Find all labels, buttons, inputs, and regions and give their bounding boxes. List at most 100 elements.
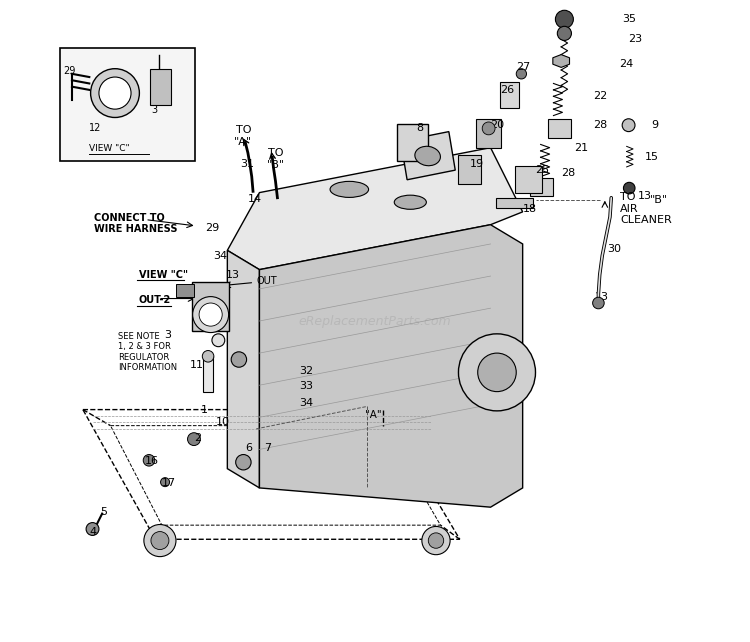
Text: 27: 27 — [516, 62, 530, 73]
Circle shape — [199, 303, 222, 326]
Text: 35: 35 — [622, 14, 636, 24]
Text: "B": "B" — [650, 195, 668, 205]
Bar — [398, 124, 428, 161]
Text: 8: 8 — [417, 123, 424, 134]
Ellipse shape — [330, 181, 368, 197]
Text: 21: 21 — [574, 143, 588, 153]
Text: 3: 3 — [164, 330, 172, 340]
Text: 4: 4 — [89, 526, 97, 537]
Bar — [496, 198, 533, 208]
Text: 18: 18 — [523, 204, 537, 214]
Bar — [203, 356, 212, 392]
Circle shape — [557, 26, 572, 40]
Text: 26: 26 — [500, 85, 514, 95]
Text: 13: 13 — [638, 191, 652, 201]
Text: eReplacementParts.com: eReplacementParts.com — [298, 315, 452, 327]
Polygon shape — [227, 148, 523, 270]
Text: 16: 16 — [146, 456, 159, 466]
Text: 14: 14 — [248, 194, 262, 204]
Circle shape — [622, 119, 635, 132]
Text: 20: 20 — [490, 120, 505, 130]
Circle shape — [188, 433, 200, 446]
Bar — [530, 178, 553, 196]
Bar — [548, 119, 571, 138]
Text: 11: 11 — [190, 360, 204, 370]
Text: TO
"A": TO "A" — [234, 125, 253, 147]
Circle shape — [99, 77, 131, 109]
Circle shape — [236, 455, 251, 470]
Text: 10: 10 — [216, 417, 229, 428]
Circle shape — [202, 351, 214, 362]
Text: 30: 30 — [608, 244, 622, 254]
Text: "A": "A" — [365, 410, 382, 420]
Text: 2: 2 — [194, 433, 201, 443]
Text: 28: 28 — [593, 120, 608, 130]
Text: 1: 1 — [207, 289, 214, 299]
Circle shape — [91, 69, 140, 117]
Bar — [150, 69, 171, 105]
Bar — [476, 119, 501, 148]
Circle shape — [193, 297, 229, 333]
Text: TO
"B": TO "B" — [266, 148, 284, 170]
Circle shape — [516, 69, 526, 79]
Circle shape — [231, 352, 247, 367]
Text: VIEW "C": VIEW "C" — [89, 144, 130, 153]
Text: 29: 29 — [205, 223, 219, 233]
Text: 13: 13 — [595, 291, 608, 302]
Text: 3: 3 — [152, 105, 157, 116]
Bar — [458, 155, 481, 184]
Circle shape — [458, 334, 536, 411]
Circle shape — [478, 353, 516, 392]
Text: 5: 5 — [100, 507, 107, 517]
Text: OUT: OUT — [256, 275, 277, 286]
Text: 33: 33 — [299, 381, 314, 392]
Text: TO
AIR
CLEANER: TO AIR CLEANER — [620, 192, 672, 225]
Text: 6: 6 — [245, 443, 252, 453]
Circle shape — [144, 525, 176, 557]
Circle shape — [592, 297, 604, 309]
Text: 23: 23 — [628, 33, 643, 44]
Text: 34: 34 — [213, 250, 227, 261]
Circle shape — [143, 455, 154, 466]
Circle shape — [160, 478, 170, 487]
Text: OUT-2: OUT-2 — [139, 295, 171, 306]
Circle shape — [428, 533, 444, 548]
Text: SEE NOTE
1, 2 & 3 FOR
REGULATOR
INFORMATION: SEE NOTE 1, 2 & 3 FOR REGULATOR INFORMAT… — [118, 332, 177, 372]
Polygon shape — [553, 55, 569, 67]
Text: 25: 25 — [536, 165, 550, 175]
Bar — [176, 284, 194, 297]
Text: CONNECT TO
WIRE HARNESS: CONNECT TO WIRE HARNESS — [94, 213, 177, 234]
Text: 19: 19 — [470, 159, 484, 169]
Text: 13: 13 — [226, 270, 240, 280]
Bar — [500, 82, 520, 108]
Text: 29: 29 — [64, 65, 76, 76]
Circle shape — [482, 122, 495, 135]
Text: 12: 12 — [89, 123, 102, 134]
Circle shape — [556, 10, 574, 28]
Circle shape — [86, 523, 99, 535]
Text: 15: 15 — [645, 152, 658, 162]
Circle shape — [623, 182, 635, 194]
Ellipse shape — [415, 146, 440, 166]
Bar — [61, 48, 195, 160]
Circle shape — [151, 532, 169, 550]
Polygon shape — [400, 132, 455, 180]
Text: 31: 31 — [240, 159, 254, 169]
Text: VIEW "C": VIEW "C" — [139, 270, 188, 280]
Circle shape — [212, 334, 225, 347]
Text: 1: 1 — [200, 404, 208, 415]
Text: 24: 24 — [619, 59, 633, 69]
Text: 34: 34 — [299, 398, 314, 408]
Circle shape — [422, 526, 450, 555]
Text: 32: 32 — [299, 366, 314, 376]
Bar — [192, 282, 230, 331]
Text: 28: 28 — [561, 168, 575, 178]
Text: 9: 9 — [651, 120, 658, 130]
Ellipse shape — [394, 195, 426, 209]
Text: 7: 7 — [265, 443, 272, 453]
Text: 17: 17 — [162, 478, 176, 488]
Polygon shape — [260, 225, 523, 507]
Bar — [515, 166, 542, 193]
Polygon shape — [227, 250, 260, 488]
Text: 22: 22 — [593, 91, 608, 101]
